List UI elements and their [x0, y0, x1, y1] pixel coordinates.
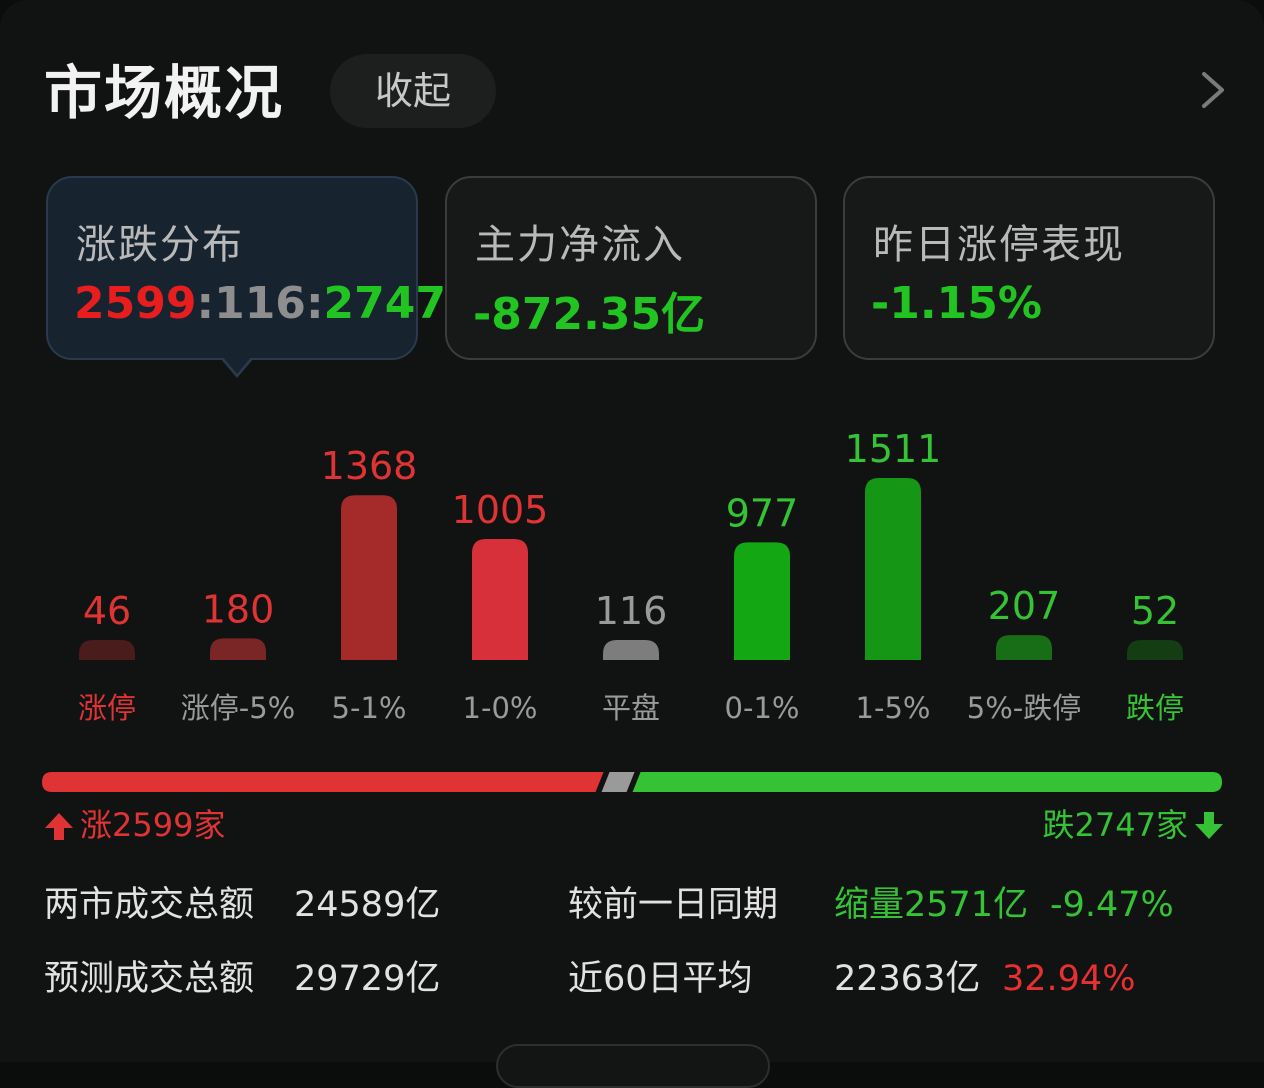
category-label: 5-1% — [332, 691, 407, 725]
distribution-bar-chart: 46 涨停 180 涨停-5% 1368 5-1% 1005 1-0% 116 平盘 977 0-1%… — [78, 427, 1184, 725]
card-title: 涨跌分布 — [76, 222, 244, 268]
breadth-progress-bar — [42, 772, 1222, 792]
sixty-day-avg-percent: 32.94% — [1002, 959, 1136, 999]
total-turnover-value: 24589亿 — [294, 885, 441, 925]
bar-value-label: 207 — [988, 584, 1061, 628]
down-count-label: 跌2747家 — [1043, 804, 1224, 846]
bar-8 — [1127, 640, 1183, 660]
down-segment — [632, 772, 1222, 792]
card-value: -872.35亿 — [473, 289, 706, 340]
bar-value-label: 180 — [202, 587, 275, 631]
bar-value-label: 46 — [83, 589, 131, 633]
sixty-day-avg-label: 近60日平均 — [568, 959, 753, 999]
card-up-down-distribution[interactable]: 涨跌分布 2599:116:2747 — [46, 176, 446, 360]
up-count-label: 涨2599家 — [44, 804, 225, 846]
bar-value-label: 116 — [595, 589, 668, 633]
page-title: 市场概况 — [44, 59, 285, 127]
card-yesterday-limit-up[interactable]: 昨日涨停表现 -1.15% — [843, 176, 1215, 360]
bar-2 — [341, 495, 397, 660]
forecast-turnover-value: 29729亿 — [294, 959, 441, 999]
category-label: 5%-跌停 — [967, 691, 1081, 725]
flat-count-value: 116 — [214, 278, 306, 329]
collapse-button[interactable]: 收起 — [330, 54, 496, 128]
bar-value-label: 52 — [1131, 589, 1179, 633]
up-count-value: 2599 — [74, 278, 197, 329]
bar-6 — [865, 478, 921, 660]
card-value: -1.15% — [871, 278, 1042, 329]
card-title: 主力净流入 — [475, 222, 685, 268]
category-label: 0-1% — [725, 691, 800, 725]
bar-4 — [603, 640, 659, 660]
down-count-value: 2747 — [323, 278, 447, 329]
category-label: 涨停 — [78, 691, 136, 725]
bar-value-label: 1005 — [452, 488, 549, 532]
bar-value-label: 977 — [726, 491, 799, 535]
bar-0 — [79, 640, 135, 660]
bar-5 — [734, 542, 790, 660]
total-turnover-label: 两市成交总额 — [44, 885, 255, 925]
card-main-net-inflow[interactable]: 主力净流入 -872.35亿 — [445, 176, 817, 360]
bar-value-label: 1368 — [321, 444, 418, 488]
category-label: 平盘 — [602, 691, 660, 725]
bottom-handle[interactable] — [496, 1044, 770, 1088]
market-overview-panel: 市场概况 收起 涨跌分布 2599:116:2747 主力净流入 -872.35… — [42, 54, 1232, 1088]
category-label: 1-5% — [856, 691, 931, 725]
bar-value-label: 1511 — [845, 427, 942, 471]
compare-percent: -9.47% — [1050, 885, 1174, 925]
card-title: 昨日涨停表现 — [873, 222, 1125, 268]
chevron-right-icon[interactable] — [1192, 70, 1232, 110]
bar-3 — [472, 538, 528, 660]
flat-segment — [601, 772, 635, 792]
compare-label: 较前一日同期 — [568, 885, 779, 925]
sixty-day-avg-value: 22363亿 — [834, 959, 981, 999]
forecast-turnover-label: 预测成交总额 — [44, 959, 255, 999]
category-label: 跌停 — [1126, 691, 1184, 725]
up-segment — [42, 772, 604, 792]
arrow-up-icon — [45, 813, 73, 840]
bar-1 — [210, 638, 266, 660]
card-value: 2599:116:2747 — [74, 278, 447, 329]
bar-7 — [996, 635, 1052, 660]
category-label: 1-0% — [463, 691, 538, 725]
arrow-down-icon — [1195, 812, 1223, 839]
category-label: 涨停-5% — [181, 691, 295, 725]
compare-value: 缩量2571亿 — [834, 885, 1029, 925]
